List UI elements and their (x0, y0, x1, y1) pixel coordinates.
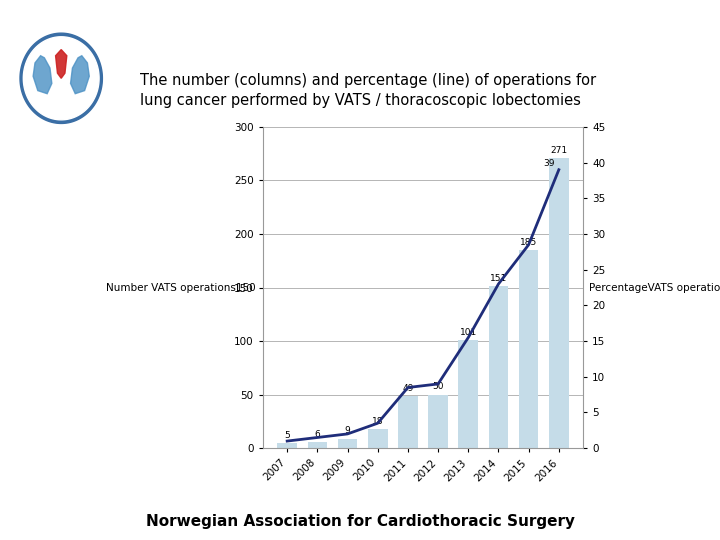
Text: 271: 271 (550, 146, 567, 155)
Bar (368, 429, 387, 448)
Bar (398, 396, 418, 448)
Bar (519, 250, 539, 448)
Bar (428, 395, 448, 448)
Bar (549, 158, 569, 448)
Text: 50: 50 (432, 382, 444, 392)
Text: 49: 49 (402, 383, 413, 393)
Text: Number VATS operations150: Number VATS operations150 (106, 282, 256, 293)
Text: PercentageVATS operations: PercentageVATS operations (589, 282, 720, 293)
Text: 9: 9 (345, 427, 351, 435)
Bar (307, 442, 327, 448)
Polygon shape (71, 56, 89, 94)
Bar (489, 287, 508, 448)
Text: 39: 39 (543, 159, 554, 167)
Text: Norwegian Association for Cardiothoracic Surgery: Norwegian Association for Cardiothoracic… (145, 514, 575, 529)
Bar (338, 438, 357, 448)
Bar (459, 340, 478, 448)
Text: The number (columns) and percentage (line) of operations for
lung cancer perform: The number (columns) and percentage (lin… (140, 73, 597, 108)
Polygon shape (23, 37, 99, 120)
Bar (277, 443, 297, 448)
Text: 151: 151 (490, 274, 507, 284)
Text: 101: 101 (459, 328, 477, 337)
Text: 6: 6 (315, 429, 320, 438)
Polygon shape (20, 33, 102, 124)
Text: 185: 185 (520, 238, 537, 247)
Text: 18: 18 (372, 417, 384, 426)
Polygon shape (55, 50, 67, 78)
Polygon shape (33, 56, 52, 94)
Text: 5: 5 (284, 430, 290, 440)
